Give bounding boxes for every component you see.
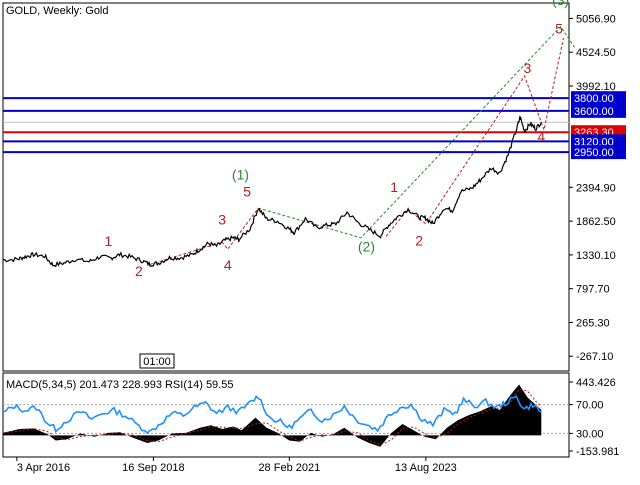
wave-label: 1 [105, 233, 113, 249]
macd-histogram-area [3, 384, 542, 447]
level-tag-label: 3800.00 [574, 93, 614, 105]
wave-label: (1) [232, 166, 249, 182]
wave-path [149, 207, 259, 265]
price-y-tick-label: 5056.90 [576, 13, 616, 25]
wave-label: 3 [523, 60, 531, 76]
x-tick-label: 16 Sep 2018 [122, 462, 184, 474]
macd-signal-line [2, 389, 542, 446]
indicator-y-tick-label: 443.426 [576, 377, 616, 389]
price-y-tick-label: 2394.90 [576, 182, 616, 194]
price-y-tick-label: 1862.50 [576, 216, 616, 228]
level-tag [571, 103, 626, 118]
wave-labels: (1) (2) (3) 1 2 3 4 5 1 2 3 4 5 [105, 0, 570, 279]
price-line [2, 115, 542, 268]
x-tick-label: 13 Aug 2023 [395, 462, 457, 474]
wave-label: (3) [552, 0, 569, 8]
indicator-pane-frame [2, 372, 570, 458]
wave-paths [149, 25, 575, 265]
level-tag-label: 3600.00 [574, 106, 614, 118]
price-y-tick-label: 797.70 [576, 284, 610, 296]
x-tick-label: 28 Feb 2021 [258, 462, 320, 474]
level-tag-label: 2950.00 [574, 147, 614, 159]
x-axis: 3 Apr 2016 16 Sep 2018 28 Feb 2021 13 Aug 2… [16, 457, 457, 474]
rsi-line [2, 395, 542, 434]
indicator-y-tick-label: 30.00 [576, 428, 604, 440]
price-y-tick-label: -267.10 [576, 351, 613, 363]
price-y-tick-label: 1330.10 [576, 250, 616, 262]
wave-label: 4 [537, 128, 545, 144]
macd-histogram [2, 384, 542, 447]
indicator-y-tick-label: 70.00 [576, 400, 604, 412]
indicator-y-tick-label: -153.981 [576, 446, 619, 458]
wave-path [385, 37, 564, 237]
price-y-axis: 5056.90 4524.50 3992.10 2394.90 1862.50 1330.… [569, 13, 616, 363]
wave-label: 2 [415, 232, 423, 248]
price-y-tick-label: 3992.10 [576, 81, 616, 93]
time-box [139, 353, 175, 369]
indicator-title: MACD(5,34,5) 201.473 228.993 RSI(14) 59.… [6, 379, 233, 391]
time-box-label: 01:00 [143, 356, 171, 368]
wave-label: 4 [224, 257, 232, 273]
wave-label: (2) [358, 239, 375, 255]
indicator-y-axis: 443.426 70.00 30.00 -153.981 [569, 377, 619, 458]
price-series [2, 115, 542, 268]
level-lines [3, 97, 569, 154]
wave-label: 3 [218, 211, 226, 227]
level-tag [571, 134, 626, 149]
rsi-series [2, 395, 542, 434]
x-tick-label: 3 Apr 2016 [17, 462, 70, 474]
price-y-tick-label: 4524.50 [576, 47, 616, 59]
wave-label: 1 [390, 179, 398, 195]
wave-label: 5 [555, 20, 563, 36]
level-tag [571, 145, 626, 160]
wave-label: 5 [243, 184, 251, 200]
level-tag [571, 91, 626, 106]
price-y-tick-label: 265.30 [576, 317, 610, 329]
chart-title: GOLD, Weekly: Gold [6, 5, 109, 17]
wave-path [258, 25, 575, 239]
wave-label: 2 [135, 263, 143, 279]
